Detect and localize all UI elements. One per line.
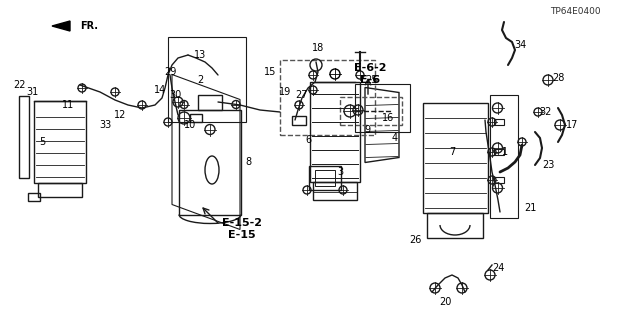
Text: 10: 10 [184,120,196,130]
Bar [28,193,40,201]
Bar [310,82,360,182]
Text: 13: 13 [194,50,206,60]
Bar [280,60,375,135]
Text: 34: 34 [514,40,526,50]
Text: 28: 28 [552,73,564,83]
Text: 17: 17 [566,120,578,130]
Text: 21: 21 [524,203,536,213]
Text: 29: 29 [164,67,176,77]
Bar [494,149,504,155]
Text: 6: 6 [305,135,311,145]
Text: 12: 12 [114,110,126,120]
Bar [340,97,402,125]
Text: E-6-2: E-6-2 [354,63,387,73]
Text: 33: 33 [99,120,111,130]
Bar [422,103,488,213]
Bar [313,182,357,200]
Text: 5: 5 [39,137,45,147]
Text: 30: 30 [169,90,181,100]
Bar [34,101,86,183]
Text: 8: 8 [245,157,251,167]
Bar [198,94,222,109]
Text: 25: 25 [365,75,378,85]
Bar [427,213,483,238]
Text: FR.: FR. [80,21,98,31]
Text: 15: 15 [264,67,276,77]
Text: 23: 23 [542,160,554,170]
Text: 7: 7 [449,147,455,157]
Bar [190,114,202,122]
Text: TP64E0400: TP64E0400 [550,7,600,17]
Text: 31: 31 [26,87,38,97]
Text: 24: 24 [492,263,504,273]
Text: 22: 22 [13,80,26,90]
Text: 1: 1 [502,147,508,157]
Text: 4: 4 [392,133,398,143]
Text: 2: 2 [197,75,203,85]
Text: 19: 19 [279,87,291,97]
Bar [292,116,306,125]
Bar [309,166,341,190]
Bar [179,109,241,214]
Text: E-15-2: E-15-2 [222,218,262,228]
Bar [168,37,246,122]
Text: E-6: E-6 [360,75,380,85]
Text: 18: 18 [312,43,324,53]
Text: 11: 11 [62,100,74,110]
Bar [38,183,82,197]
Text: 3: 3 [337,167,343,177]
Bar [315,170,335,186]
Text: 14: 14 [154,85,166,95]
Bar [355,84,410,132]
Polygon shape [52,21,70,31]
Text: 9: 9 [364,125,370,135]
Text: 16: 16 [382,113,394,123]
Bar [494,119,504,125]
Text: 27: 27 [296,90,308,100]
Text: 26: 26 [409,235,421,245]
Text: 20: 20 [439,297,451,307]
Text: E-15: E-15 [228,230,255,240]
Bar [494,177,504,183]
Text: 32: 32 [539,107,551,117]
